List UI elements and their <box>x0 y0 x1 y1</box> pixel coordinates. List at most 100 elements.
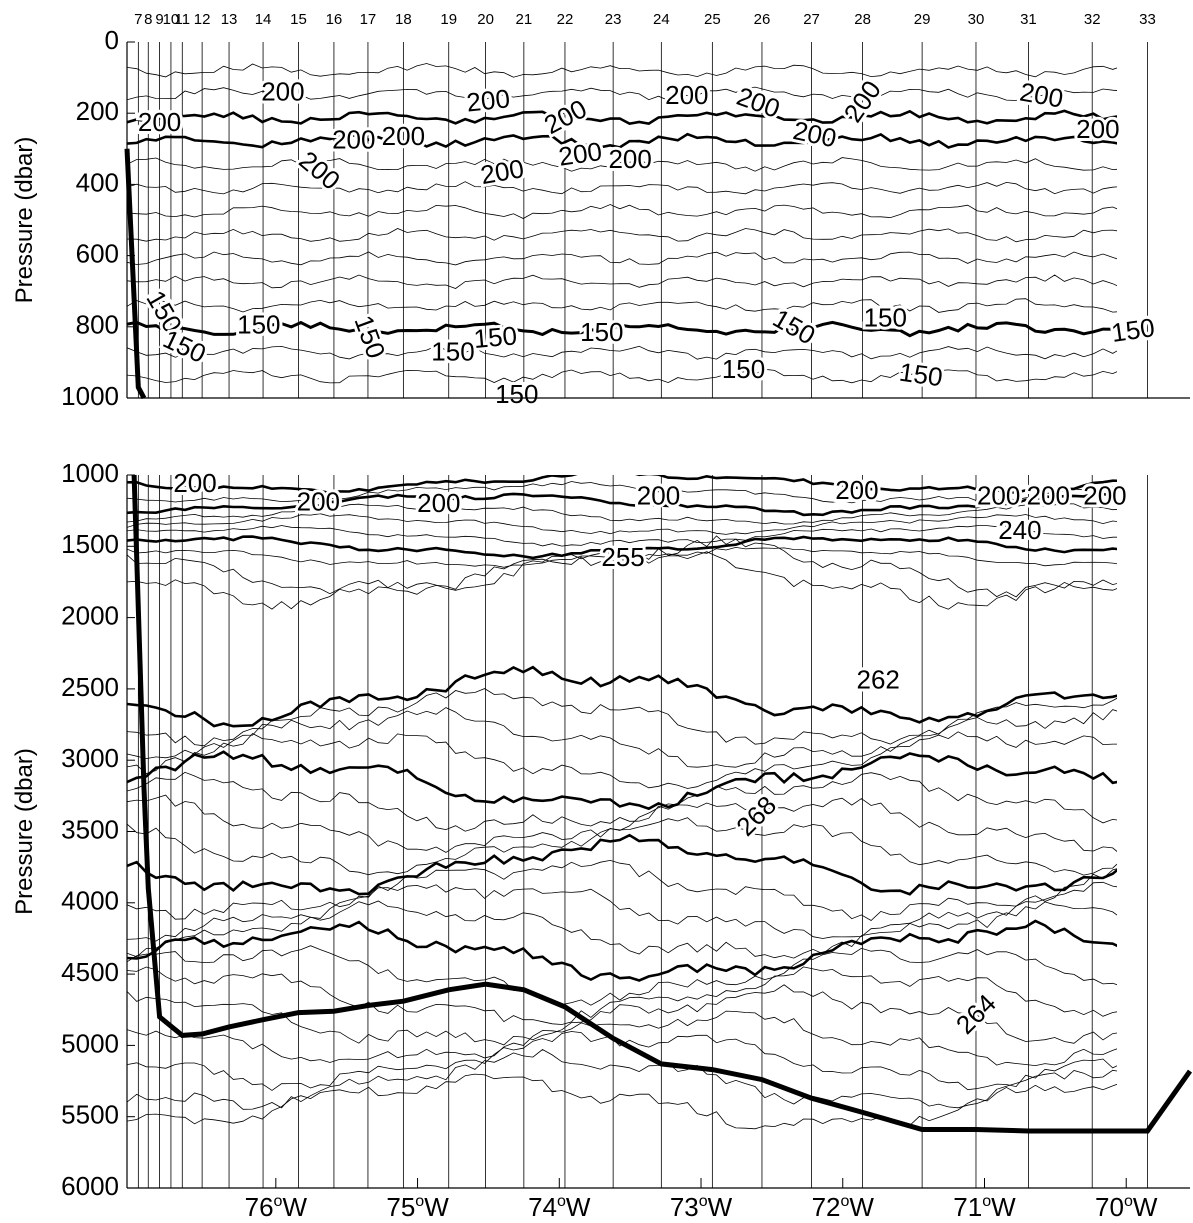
contour-line <box>127 688 1117 747</box>
y-tick-label: 200 <box>76 96 119 126</box>
contour-line <box>127 833 1117 896</box>
contour-value-label: 200 <box>332 125 375 155</box>
contour-line <box>127 1073 1117 1130</box>
contour-value-label: 262 <box>856 665 899 695</box>
contour-value-label: 150 <box>864 303 907 333</box>
contour-line <box>127 1010 1117 1067</box>
contour-line <box>127 551 1117 610</box>
station-label: 17 <box>360 11 377 28</box>
y-tick-label: 3000 <box>61 743 119 773</box>
station-label: 12 <box>194 11 211 28</box>
y-axis-label: Pressure (dbar) <box>11 748 38 915</box>
x-tick-label: 72oW <box>812 1192 875 1222</box>
contour-group <box>127 475 1117 1130</box>
contour-line <box>127 345 1117 360</box>
contour-line <box>127 513 1117 535</box>
contour-value-label: 150 <box>431 336 474 366</box>
y-tick-label: 4500 <box>61 957 119 987</box>
y-tick-label: 2500 <box>61 672 119 702</box>
station-label: 30 <box>968 11 985 28</box>
contour-value-label: 150 <box>348 311 391 362</box>
station-label: 15 <box>290 11 307 28</box>
station-label: 20 <box>477 11 494 28</box>
y-tick-label: 1000 <box>61 458 119 488</box>
contour-line <box>127 525 1117 547</box>
y-tick-label: 3500 <box>61 814 119 844</box>
contour-value-label: 200 <box>382 121 425 151</box>
contour-group <box>127 63 1117 384</box>
y-tick-label: 6000 <box>61 1171 119 1201</box>
y-axis-label: Pressure (dbar) <box>11 137 38 304</box>
contour-value-label: 150 <box>1109 312 1156 348</box>
contour-line <box>127 984 1117 1046</box>
station-label: 25 <box>704 11 721 28</box>
contour-value-label: 200 <box>297 486 340 516</box>
contour-value-label: 200 <box>138 107 181 137</box>
station-label: 21 <box>516 11 533 28</box>
contour-value-label: 150 <box>580 317 623 347</box>
station-label: 22 <box>557 11 574 28</box>
station-label: 33 <box>1139 11 1156 28</box>
contour-value-label: 150 <box>722 354 765 384</box>
contour-value-label: 200 <box>261 76 304 106</box>
station-label: 28 <box>854 11 871 28</box>
contour-line <box>127 919 1117 982</box>
contour-value-label: 150 <box>768 303 821 351</box>
contour-line <box>127 492 1117 517</box>
contour-value-label: 200 <box>465 83 511 117</box>
y-tick-label: 4000 <box>61 886 119 916</box>
contour-value-label: 200 <box>637 481 680 511</box>
station-label: 16 <box>326 11 343 28</box>
x-tick-label: 70oW <box>1095 1192 1158 1222</box>
station-label: 27 <box>803 11 820 28</box>
contour-value-label: 255 <box>601 542 644 572</box>
y-tick-label: 5500 <box>61 1100 119 1130</box>
station-label: 13 <box>221 11 238 28</box>
contour-line <box>127 1049 1117 1110</box>
contour-value-label: 150 <box>495 379 538 409</box>
y-tick-label: 800 <box>76 310 119 340</box>
x-tick-label: 76oW <box>245 1192 308 1222</box>
contour-line <box>127 535 1117 560</box>
contour-line <box>127 665 1117 728</box>
contour-line <box>127 794 1117 853</box>
contour-value-label: 150 <box>237 310 280 340</box>
station-label: 24 <box>653 11 670 28</box>
contour-line <box>127 966 1117 1025</box>
contour-line <box>127 368 1117 384</box>
contour-value-label: 200 <box>665 80 708 110</box>
y-tick-label: 1500 <box>61 529 119 559</box>
station-label: 8 <box>144 11 152 28</box>
contour-value-label: 264 <box>950 988 1002 1040</box>
y-tick-label: 0 <box>105 25 119 55</box>
station-label: 19 <box>440 11 457 28</box>
contour-value-label: 200 <box>539 93 591 140</box>
contour-value-label: 200 <box>1083 481 1126 511</box>
station-label: 23 <box>605 11 622 28</box>
contour-line <box>127 771 1117 832</box>
x-tick-label: 75oW <box>386 1192 449 1222</box>
station-label: 14 <box>255 11 272 28</box>
contour-line <box>127 86 1117 101</box>
contour-value-label: 200 <box>1076 114 1119 144</box>
contour-line <box>127 274 1117 289</box>
contour-line <box>127 731 1117 789</box>
contour-line <box>127 817 1117 876</box>
contour-line <box>127 320 1117 338</box>
contour-value-label: 200 <box>1018 77 1066 114</box>
sea-floor-line <box>131 474 1193 1134</box>
y-tick-label: 1000 <box>61 381 119 411</box>
contour-line <box>127 475 1117 495</box>
station-label: 9 <box>155 11 163 28</box>
contour-line <box>127 63 1117 78</box>
contour-value-label: 268 <box>730 790 782 842</box>
station-label: 10 <box>163 11 180 28</box>
contour-value-label: 200 <box>838 75 887 128</box>
station-label: 11 <box>174 11 190 28</box>
contour-line <box>127 707 1117 768</box>
contour-value-label: 200 <box>608 144 651 174</box>
station-label: 31 <box>1020 11 1037 28</box>
